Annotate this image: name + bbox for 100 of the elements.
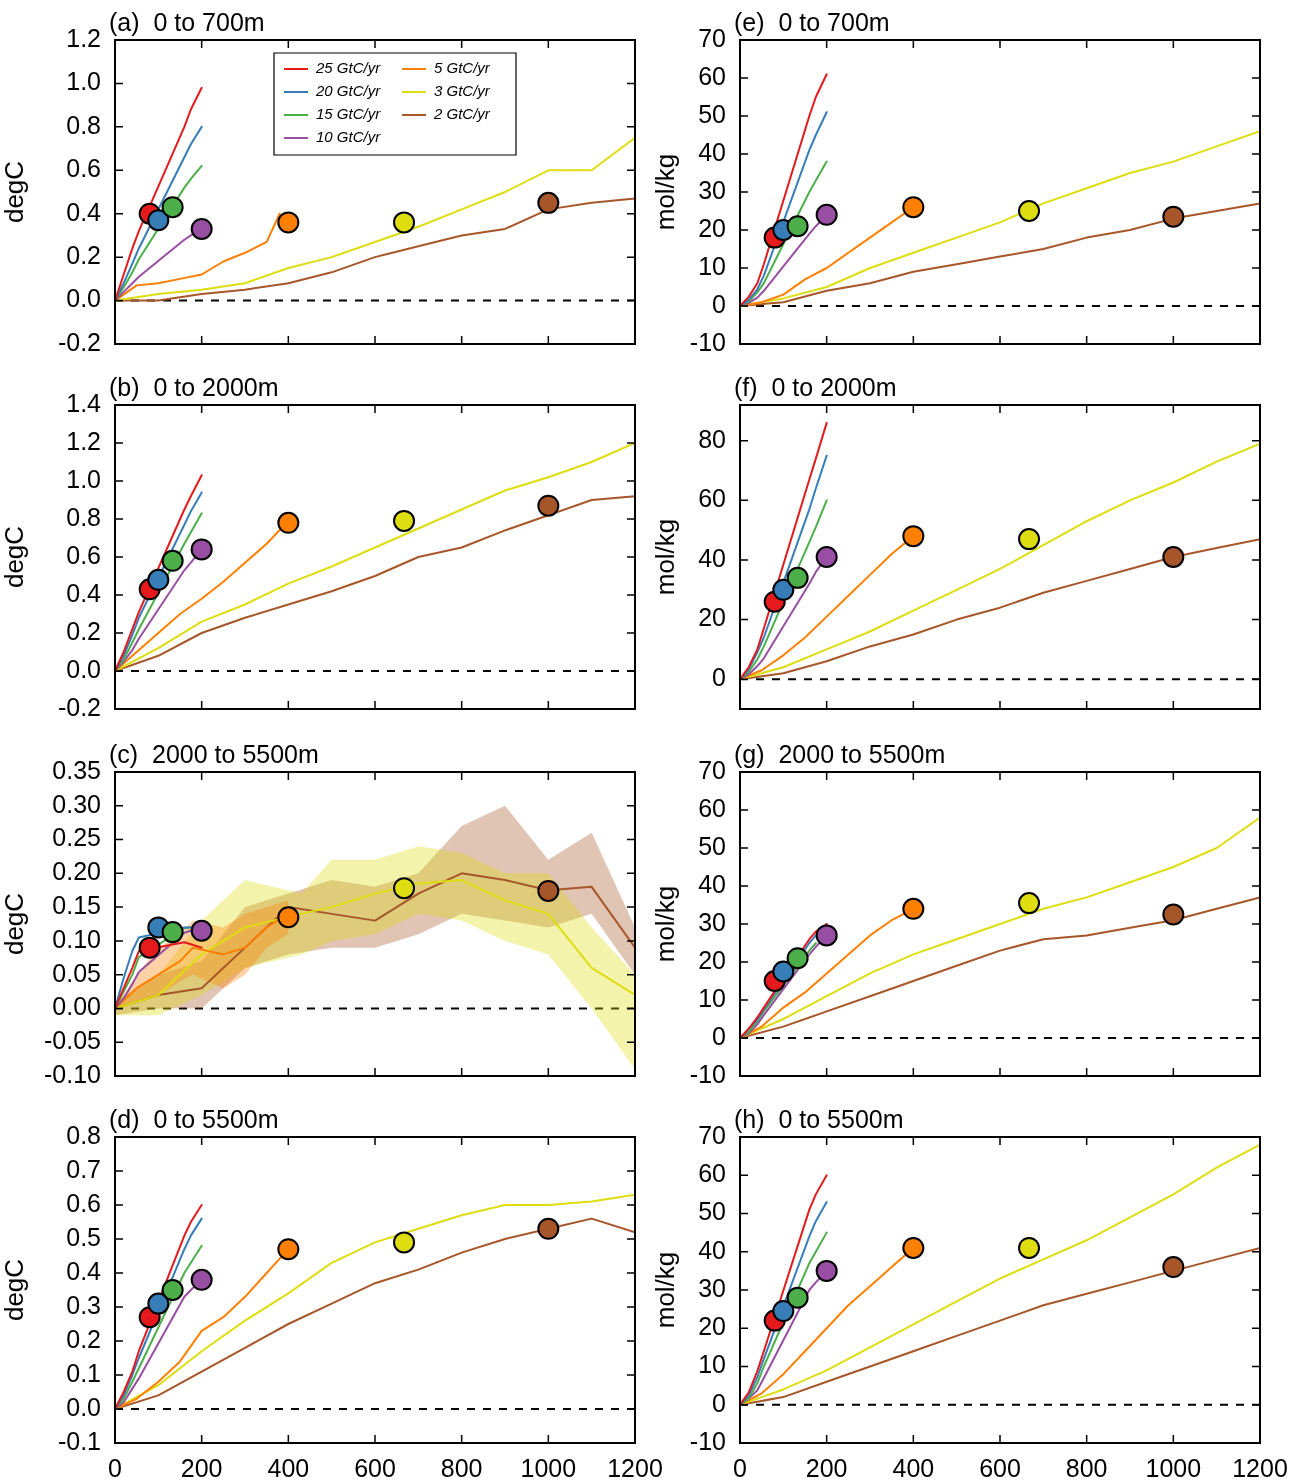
y-tick-label: 0.05 xyxy=(52,958,101,987)
y-tick-label: -0.2 xyxy=(57,327,101,356)
x-tick-label: 400 xyxy=(267,1453,310,1482)
legend-label: 2 GtC/yr xyxy=(433,105,491,123)
y-tick-label: 60 xyxy=(698,793,726,822)
y-axis-title: degC xyxy=(0,1258,29,1322)
point xyxy=(1018,200,1041,222)
y-tick-label: 0.2 xyxy=(66,241,101,270)
y-tick-label: 0.15 xyxy=(52,891,101,919)
point xyxy=(1018,528,1041,551)
point xyxy=(393,509,416,532)
y-axis-title: mol/kg xyxy=(649,885,680,963)
x-tick-label: 800 xyxy=(1065,1453,1108,1482)
point xyxy=(902,1236,925,1259)
y-tick-label: 1.0 xyxy=(66,464,101,493)
y-tick-label: 0.7 xyxy=(66,1154,101,1183)
y-tick-label: -10 xyxy=(689,1426,726,1455)
y-tick-label: 0 xyxy=(712,1388,726,1417)
y-tick-label: -0.10 xyxy=(44,1059,101,1088)
point xyxy=(147,209,170,232)
y-tick-label: 10 xyxy=(698,251,726,280)
y-tick-label: 30 xyxy=(698,1273,726,1302)
y-tick-label: 0.2 xyxy=(66,1324,101,1353)
y-tick-label: 30 xyxy=(698,175,726,204)
point xyxy=(161,196,184,219)
point xyxy=(190,1268,213,1291)
point xyxy=(190,919,213,942)
y-tick-label: 0.35 xyxy=(52,755,101,784)
y-tick-label: 0.4 xyxy=(66,578,102,607)
y-tick-label: 0.4 xyxy=(66,1256,102,1285)
y-tick-label: 0.0 xyxy=(66,654,101,683)
y-tick-label: 1.2 xyxy=(66,23,101,52)
point xyxy=(147,1292,170,1315)
point xyxy=(1162,903,1185,926)
point xyxy=(393,211,416,234)
y-tick-label: 1.4 xyxy=(66,388,102,417)
y-tick-label: 20 xyxy=(698,213,726,242)
point xyxy=(772,960,795,983)
point xyxy=(772,578,795,601)
x-tick-label: 1000 xyxy=(520,1453,577,1482)
legend-label: 15 GtC/yr xyxy=(316,105,382,123)
x-tick-label: 800 xyxy=(440,1453,483,1482)
y-tick-label: 70 xyxy=(698,1120,726,1149)
point xyxy=(815,924,838,947)
y-tick-label: 0.8 xyxy=(66,502,101,531)
y-tick-label: 20 xyxy=(698,1312,726,1341)
point xyxy=(786,566,809,589)
y-tick-label: 0.6 xyxy=(66,154,101,183)
y-axis-title: degC xyxy=(0,892,29,956)
x-tick-label: 1200 xyxy=(607,1453,663,1482)
x-tick-label: 600 xyxy=(979,1453,1021,1482)
y-tick-label: 0.2 xyxy=(66,616,101,645)
x-tick-label: 200 xyxy=(180,1453,223,1482)
y-tick-label: -0.1 xyxy=(57,1426,101,1455)
y-tick-label: 20 xyxy=(698,945,726,974)
y-tick-label: 70 xyxy=(698,755,726,784)
y-tick-label: 0.8 xyxy=(66,1120,101,1149)
y-tick-label: -0.05 xyxy=(44,1026,101,1055)
chart-title: (c) 2000 to 5500m xyxy=(109,740,319,768)
y-tick-label: 50 xyxy=(698,1197,726,1226)
point xyxy=(277,906,300,929)
y-tick-label: 50 xyxy=(698,831,726,860)
y-tick-label: 50 xyxy=(698,99,726,128)
point xyxy=(277,211,300,234)
point xyxy=(1162,546,1185,568)
point xyxy=(1018,1236,1041,1259)
point xyxy=(902,897,925,920)
point xyxy=(786,1286,809,1309)
point xyxy=(1018,892,1041,915)
y-tick-label: 0.3 xyxy=(66,1290,101,1319)
y-tick-label: 70 xyxy=(698,23,726,52)
chart-title: (h) 0 to 5500m xyxy=(734,1105,904,1133)
y-tick-label: 60 xyxy=(698,484,726,513)
y-tick-label: 60 xyxy=(698,1159,726,1188)
y-tick-label: 40 xyxy=(698,1235,726,1264)
point xyxy=(393,1231,416,1254)
y-tick-label: 0.0 xyxy=(66,284,101,313)
y-axis-title: mol/kg xyxy=(649,518,680,596)
y-tick-label: 0.4 xyxy=(66,197,102,226)
x-tick-label: 1000 xyxy=(1145,1453,1202,1482)
point xyxy=(537,879,560,902)
point xyxy=(147,568,170,591)
y-tick-label: -10 xyxy=(689,1059,726,1088)
point xyxy=(161,549,184,572)
point xyxy=(161,1279,184,1301)
point xyxy=(815,203,838,226)
y-tick-label: 0.8 xyxy=(66,110,101,139)
y-axis-title: mol/kg xyxy=(649,153,680,231)
chart-title: (g) 2000 to 5500m xyxy=(734,740,946,768)
y-tick-label: 0.0 xyxy=(66,1392,101,1421)
chart-title: (e) 0 to 700m xyxy=(734,8,890,36)
y-tick-label: 0.6 xyxy=(66,540,101,569)
y-tick-label: 10 xyxy=(698,1350,726,1379)
y-tick-label: 20 xyxy=(698,603,726,632)
y-tick-label: 0.25 xyxy=(52,823,101,852)
x-tick-label: 0 xyxy=(108,1453,122,1482)
legend-label: 5 GtC/yr xyxy=(434,59,491,77)
point xyxy=(902,196,925,219)
y-tick-label: 0 xyxy=(712,289,726,318)
y-tick-label: 40 xyxy=(698,137,726,166)
